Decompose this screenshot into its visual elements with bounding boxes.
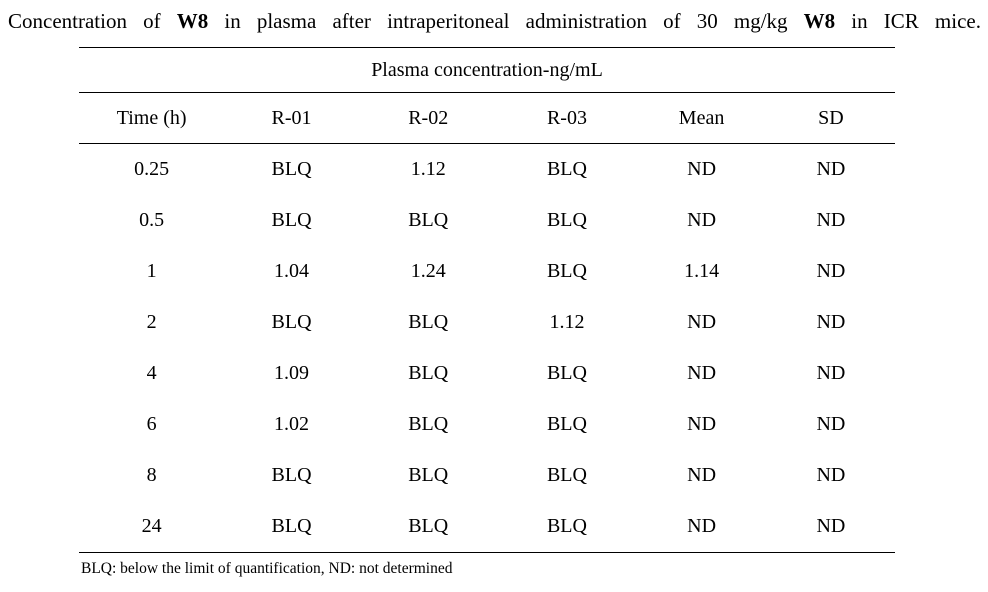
cell-mean: ND — [636, 195, 767, 246]
col-header-r03: R-03 — [498, 93, 637, 144]
table-caption: Concentration of W8 in plasma after intr… — [8, 8, 981, 35]
table-row: 24 BLQ BLQ BLQ ND ND — [79, 501, 895, 553]
cell-r02: BLQ — [359, 399, 498, 450]
cell-r03: BLQ — [498, 450, 637, 501]
plasma-concentration-table: Plasma concentration-ng/mL Time (h) R-01… — [79, 47, 895, 553]
cell-time: 4 — [79, 348, 224, 399]
table-row: 8 BLQ BLQ BLQ ND ND — [79, 450, 895, 501]
cell-time: 6 — [79, 399, 224, 450]
cell-r01: 1.02 — [224, 399, 359, 450]
cell-r02: BLQ — [359, 195, 498, 246]
col-header-sd: SD — [767, 93, 895, 144]
cell-mean: ND — [636, 399, 767, 450]
caption-prefix: Concentration of — [8, 9, 177, 33]
cell-sd: ND — [767, 450, 895, 501]
col-header-time: Time (h) — [79, 93, 224, 144]
cell-mean: ND — [636, 501, 767, 553]
col-header-r02: R-02 — [359, 93, 498, 144]
cell-r03: BLQ — [498, 501, 637, 553]
cell-sd: ND — [767, 144, 895, 196]
cell-r02: 1.12 — [359, 144, 498, 196]
table-super-header: Plasma concentration-ng/mL — [79, 48, 895, 93]
col-header-mean: Mean — [636, 93, 767, 144]
cell-r01: 1.09 — [224, 348, 359, 399]
cell-time: 1 — [79, 246, 224, 297]
table-row: 0.5 BLQ BLQ BLQ ND ND — [79, 195, 895, 246]
table-super-header-row: Plasma concentration-ng/mL — [79, 48, 895, 93]
cell-time: 2 — [79, 297, 224, 348]
cell-r01: BLQ — [224, 195, 359, 246]
table-header-row: Time (h) R-01 R-02 R-03 Mean SD — [79, 93, 895, 144]
caption-compound-1: W8 — [177, 9, 209, 33]
cell-r02: 1.24 — [359, 246, 498, 297]
cell-mean: ND — [636, 450, 767, 501]
caption-suffix: in ICR mice. — [835, 9, 981, 33]
cell-sd: ND — [767, 246, 895, 297]
cell-r03: BLQ — [498, 399, 637, 450]
cell-mean: ND — [636, 144, 767, 196]
caption-compound-2: W8 — [804, 9, 836, 33]
page: Concentration of W8 in plasma after intr… — [0, 0, 988, 578]
cell-r03: BLQ — [498, 144, 637, 196]
cell-r01: BLQ — [224, 144, 359, 196]
cell-mean: ND — [636, 348, 767, 399]
table-wrapper: Plasma concentration-ng/mL Time (h) R-01… — [79, 47, 895, 578]
cell-time: 0.25 — [79, 144, 224, 196]
cell-r03: BLQ — [498, 348, 637, 399]
table-row: 1 1.04 1.24 BLQ 1.14 ND — [79, 246, 895, 297]
cell-r01: BLQ — [224, 450, 359, 501]
col-header-r01: R-01 — [224, 93, 359, 144]
caption-mid: in plasma after intraperitoneal administ… — [208, 9, 803, 33]
cell-r03: 1.12 — [498, 297, 637, 348]
cell-sd: ND — [767, 297, 895, 348]
cell-sd: ND — [767, 399, 895, 450]
cell-mean: ND — [636, 297, 767, 348]
cell-r01: BLQ — [224, 501, 359, 553]
cell-sd: ND — [767, 195, 895, 246]
cell-sd: ND — [767, 501, 895, 553]
cell-time: 8 — [79, 450, 224, 501]
cell-r02: BLQ — [359, 297, 498, 348]
cell-time: 24 — [79, 501, 224, 553]
table-body: 0.25 BLQ 1.12 BLQ ND ND 0.5 BLQ BLQ BLQ … — [79, 144, 895, 553]
cell-r02: BLQ — [359, 348, 498, 399]
table-row: 0.25 BLQ 1.12 BLQ ND ND — [79, 144, 895, 196]
cell-r01: BLQ — [224, 297, 359, 348]
table-row: 2 BLQ BLQ 1.12 ND ND — [79, 297, 895, 348]
cell-mean: 1.14 — [636, 246, 767, 297]
cell-r01: 1.04 — [224, 246, 359, 297]
table-footnote: BLQ: below the limit of quantification, … — [81, 560, 895, 578]
cell-r03: BLQ — [498, 195, 637, 246]
cell-r02: BLQ — [359, 501, 498, 553]
table-head: Plasma concentration-ng/mL Time (h) R-01… — [79, 48, 895, 144]
cell-time: 0.5 — [79, 195, 224, 246]
cell-r03: BLQ — [498, 246, 637, 297]
cell-r02: BLQ — [359, 450, 498, 501]
table-row: 4 1.09 BLQ BLQ ND ND — [79, 348, 895, 399]
table-row: 6 1.02 BLQ BLQ ND ND — [79, 399, 895, 450]
cell-sd: ND — [767, 348, 895, 399]
